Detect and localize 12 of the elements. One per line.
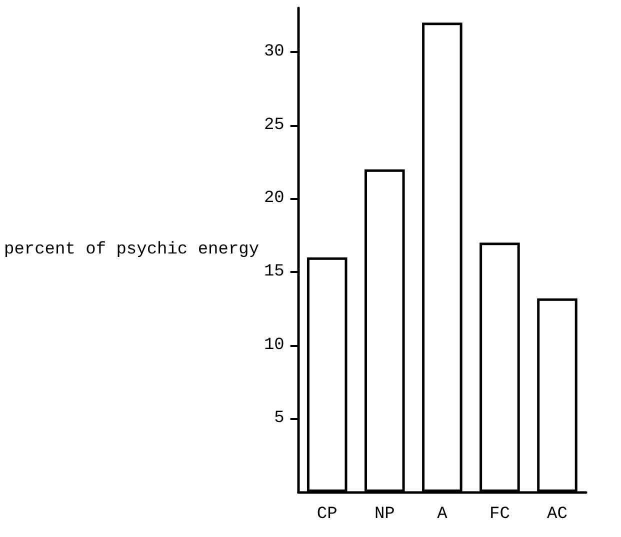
y-axis-title: percent of psychic energy: [4, 240, 260, 260]
x-tick-label: FC: [490, 505, 510, 524]
y-tick-label: 5: [274, 409, 284, 428]
x-tick-label: AC: [547, 505, 568, 524]
y-tick-label: 30: [264, 42, 284, 62]
x-tick-label: A: [437, 505, 448, 524]
x-tick-label: CP: [316, 505, 338, 524]
y-tick-label: 10: [264, 336, 284, 355]
x-tick-label: NP: [374, 505, 395, 524]
y-tick-label: 15: [264, 262, 284, 282]
y-tick-label: 20: [264, 189, 284, 208]
y-tick-label: 25: [264, 116, 284, 135]
